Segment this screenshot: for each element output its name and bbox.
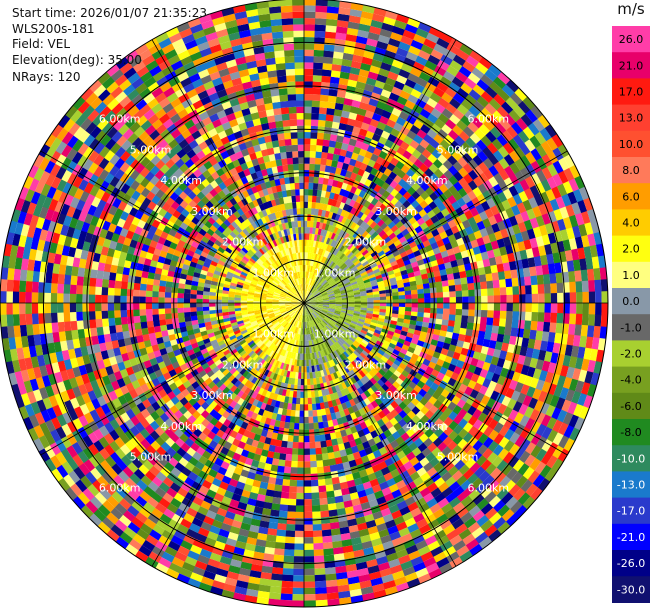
- colorbar-tick-label: 21.0: [619, 59, 644, 72]
- colorbar-tick-label: 2.0: [622, 243, 640, 256]
- colorbar-segment: [612, 550, 650, 577]
- colorbar-segment: [612, 130, 650, 158]
- range-ring-label: 3.00km: [375, 205, 417, 218]
- colorbar-segment: [612, 26, 650, 53]
- range-ring-label: 1.00km: [314, 266, 356, 279]
- colorbar-segment: [612, 445, 650, 472]
- range-ring-label: 2.00km: [222, 358, 264, 371]
- colorbar-segment: [612, 288, 650, 315]
- range-ring-label: 1.00km: [253, 328, 295, 341]
- colorbar-segment: [612, 523, 650, 551]
- colorbar-segment: [612, 471, 650, 499]
- colorbar-segment: [612, 52, 650, 79]
- field-label: Field: VEL: [12, 37, 71, 51]
- ppi-velocity-field: [0, 0, 608, 607]
- colorbar-tick-label: -13.0: [617, 479, 645, 492]
- elevation-label: Elevation(deg): 35.00: [12, 53, 142, 67]
- colorbar-tick-label: -17.0: [617, 505, 645, 518]
- azimuth-line-60: [303, 150, 568, 304]
- start-time-label: Start time: 2026/01/07 21:35:23: [12, 6, 207, 20]
- range-ring-label: 3.00km: [191, 389, 233, 402]
- range-ring-label: 5.00km: [437, 144, 479, 157]
- range-ring-label: 4.00km: [160, 420, 202, 433]
- range-ring-label: 6.00km: [468, 481, 510, 494]
- nrays-label: NRays: 120: [12, 70, 81, 84]
- colorbar-segment: [612, 340, 650, 368]
- colorbar-segment: [612, 261, 650, 289]
- azimuth-line-300: [40, 150, 305, 304]
- range-ring-label: 4.00km: [160, 174, 202, 187]
- range-ring-labels: 1.00km 1.00km 1.00km 1.00km 2.00km 2.00km 2.00…: [99, 113, 509, 495]
- range-ring-label: 4.00km: [406, 420, 448, 433]
- range-ring-label: 5.00km: [437, 451, 479, 464]
- colorbar-tick-label: -2.0: [620, 348, 641, 361]
- range-ring-label: 6.00km: [468, 113, 510, 126]
- colorbar-segment: [612, 104, 650, 132]
- range-ring-label: 5.00km: [130, 451, 172, 464]
- colorbar-segment: [612, 183, 650, 210]
- colorbar-tick-label: 26.0: [619, 33, 644, 46]
- range-ring-label: 2.00km: [345, 358, 387, 371]
- ppi-grid: [0, 0, 609, 608]
- colorbar-segment: [612, 235, 650, 263]
- azimuth-line-210: [151, 302, 305, 567]
- colorbar-unit: m/s: [617, 0, 645, 18]
- colorbar-tick-label: -6.0: [620, 400, 641, 413]
- colorbar-tick-label: 10.0: [619, 138, 644, 151]
- azimuth-line-240: [40, 302, 305, 456]
- colorbar-tick-label: -4.0: [620, 374, 641, 387]
- colorbar-segment: [612, 314, 650, 341]
- colorbar-segment: [612, 209, 650, 237]
- station-label: WLS200s-181: [12, 22, 95, 36]
- colorbar-tick-label: -1.0: [620, 321, 641, 334]
- colorbar-tick-label: 0.0: [622, 295, 640, 308]
- colorbar-tick-label: -30.0: [617, 583, 645, 596]
- range-ring-label: 3.00km: [375, 389, 417, 402]
- colorbar-segment: [612, 392, 650, 420]
- colorbar: 26.0 21.0 17.0 13.0 10.0 8.0 6.0 4.0 2.0 1.0 0.0 -1…: [612, 26, 650, 603]
- range-ring-label: 3.00km: [191, 205, 233, 218]
- azimuth-line-120: [303, 302, 568, 456]
- colorbar-segment: [612, 419, 650, 446]
- colorbar-tick-label: 1.0: [622, 269, 640, 282]
- colorbar-segment: [612, 78, 650, 106]
- colorbar-tick-label: -21.0: [617, 531, 645, 544]
- colorbar-tick-label: 8.0: [622, 164, 640, 177]
- colorbar-tick-label: 17.0: [619, 86, 644, 99]
- range-ring-label: 1.00km: [253, 266, 295, 279]
- range-ring-label: 6.00km: [99, 481, 141, 494]
- range-ring-label: 1.00km: [314, 328, 356, 341]
- colorbar-segment: [612, 497, 650, 525]
- azimuth-line-330: [151, 39, 305, 304]
- colorbar-tick-label: -10.0: [617, 452, 645, 465]
- azimuth-line-150: [303, 302, 457, 567]
- colorbar-tick-label: 13.0: [619, 112, 644, 125]
- colorbar-tick-label: -8.0: [620, 426, 641, 439]
- range-ring-label: 4.00km: [406, 174, 448, 187]
- colorbar-tick-label: 6.0: [622, 190, 640, 203]
- azimuth-line-30: [303, 39, 457, 304]
- colorbar-segment: [612, 366, 650, 394]
- colorbar-segment: [612, 576, 650, 603]
- colorbar-tick-label: 4.0: [622, 217, 640, 230]
- range-ring-label: 2.00km: [345, 236, 387, 249]
- colorbar-segment: [612, 157, 650, 184]
- range-ring-label: 2.00km: [222, 236, 264, 249]
- colorbar-tick-label: -26.0: [617, 557, 645, 570]
- range-ring-label: 6.00km: [99, 113, 141, 126]
- range-ring-label: 5.00km: [130, 144, 172, 157]
